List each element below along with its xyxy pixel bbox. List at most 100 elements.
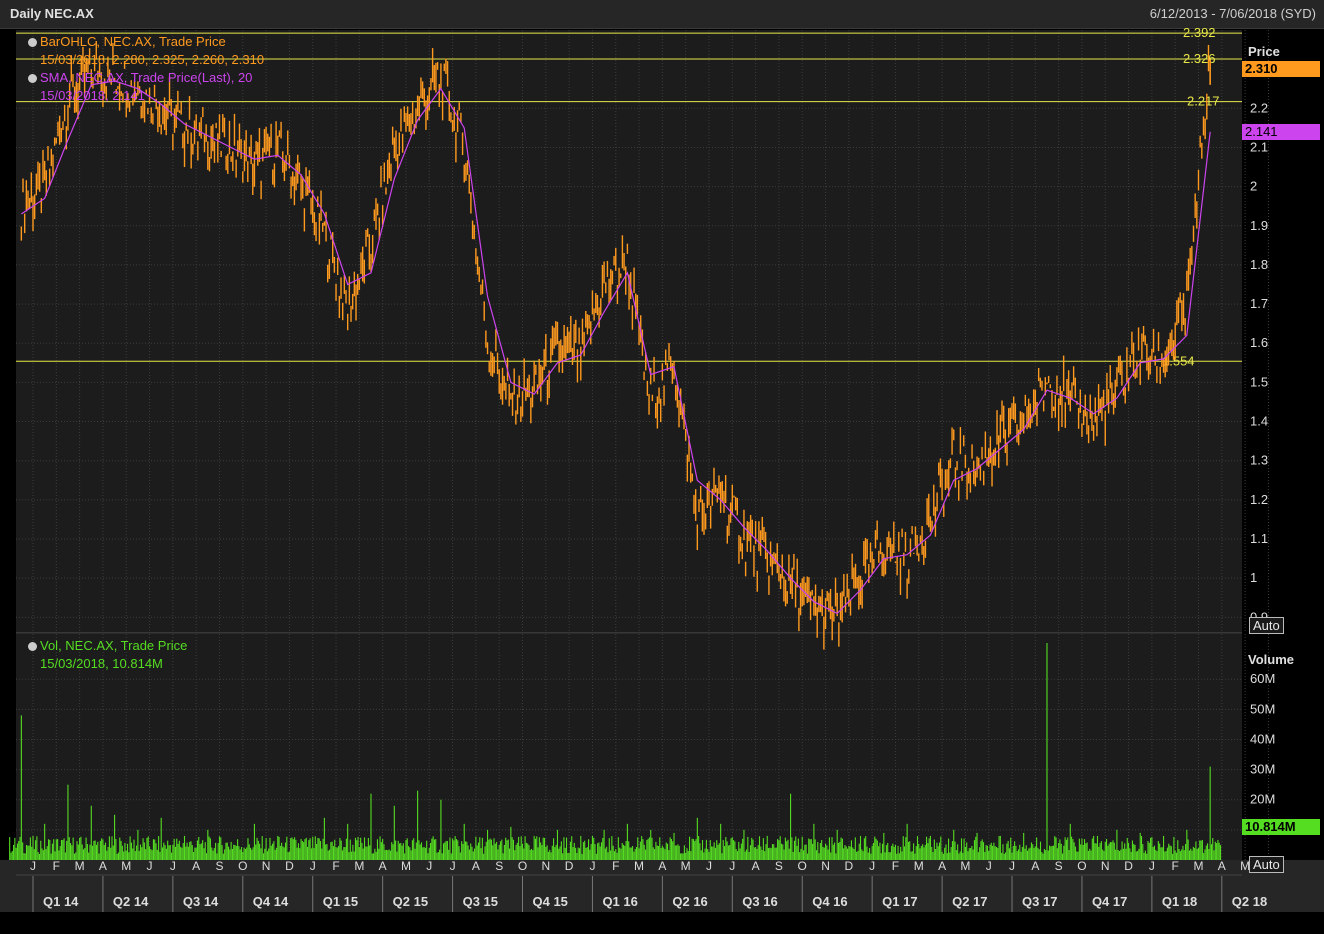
month-tick-label: N <box>262 859 271 873</box>
price-tick-label: 1 <box>1250 570 1257 585</box>
month-tick-label: F <box>53 859 60 873</box>
volume-legend: Vol, NEC.AX, Trade Price 15/03/2018, 10.8… <box>28 637 187 673</box>
quarter-tick-label: Q1 16 <box>602 894 637 909</box>
month-tick-label: F <box>892 859 899 873</box>
month-tick-label: O <box>238 859 247 873</box>
volume-tick-label: 30M <box>1250 762 1275 777</box>
month-tick-label: J <box>310 859 316 873</box>
month-tick-label: J <box>450 859 456 873</box>
month-tick-label: J <box>170 859 176 873</box>
volume-axis-title: Volume <box>1248 652 1294 667</box>
quarter-tick-label: Q2 15 <box>393 894 428 909</box>
month-tick-label: N <box>1101 859 1110 873</box>
month-tick-label: M <box>634 859 644 873</box>
month-tick-label: J <box>729 859 735 873</box>
volume-tick-label: 40M <box>1250 731 1275 746</box>
month-tick-label: A <box>1031 859 1039 873</box>
month-tick-label: M <box>75 859 85 873</box>
price-legend-text: 15/03/2018, 2.280, 2.325, 2.260, 2.310 <box>40 52 265 67</box>
current-price-tag: 2.310 <box>1242 61 1320 77</box>
quarter-tick-label: Q2 16 <box>672 894 707 909</box>
month-tick-label: J <box>30 859 36 873</box>
month-tick-label: D <box>1124 859 1133 873</box>
volume-legend-entry: 15/03/2018, 10.814M <box>28 655 187 673</box>
info-circle-icon[interactable] <box>28 642 37 652</box>
month-tick-label: M <box>1194 859 1204 873</box>
quarter-tick-label: Q1 14 <box>43 894 79 909</box>
price-legend-entry: BarOHLC, NEC.AX, Trade Price <box>28 33 264 51</box>
current-volume-tag: 10.814M <box>1242 819 1320 835</box>
price-auto-scale-button[interactable]: Auto <box>1249 617 1284 634</box>
volume-legend-text: Vol, NEC.AX, Trade Price <box>40 638 188 653</box>
quarter-tick-label: Q2 18 <box>1232 894 1267 909</box>
sma-value-tag: 2.141 <box>1242 124 1320 140</box>
price-legend-text: 15/03/2018, 2.141 <box>40 88 145 103</box>
volume-tick-label: 50M <box>1250 701 1275 716</box>
price-legend-entry: 15/03/2018, 2.141 <box>28 87 264 105</box>
price-tick-label: 2 <box>1250 179 1257 194</box>
chart-title: Daily NEC.AX <box>10 6 94 21</box>
quarter-tick-label: Q1 17 <box>882 894 917 909</box>
price-tick-label: 2.2 <box>1250 100 1268 115</box>
month-tick-label: J <box>1149 859 1155 873</box>
month-tick-label: A <box>99 859 107 873</box>
price-legend: BarOHLC, NEC.AX, Trade Price 15/03/2018, … <box>28 33 264 105</box>
volume-legend-entry: Vol, NEC.AX, Trade Price <box>28 637 187 655</box>
month-tick-label: O <box>798 859 807 873</box>
price-tick-label: 1.3 <box>1250 453 1268 468</box>
volume-auto-scale-button[interactable]: Auto <box>1249 856 1284 873</box>
quarter-tick-label: Q3 14 <box>183 894 219 909</box>
info-circle-icon[interactable] <box>28 74 37 84</box>
price-tick-label: 1.7 <box>1250 296 1268 311</box>
month-tick-label: A <box>472 859 480 873</box>
date-range: 6/12/2013 - 7/06/2018 (SYD) <box>1149 6 1316 21</box>
month-tick-label: A <box>752 859 760 873</box>
month-tick-label: J <box>426 859 432 873</box>
month-tick-label: F <box>332 859 339 873</box>
quarter-tick-label: Q4 16 <box>812 894 847 909</box>
volume-tick-label: 20M <box>1250 792 1275 807</box>
price-tick-label: 1.4 <box>1250 414 1268 429</box>
month-tick-label: J <box>1009 859 1015 873</box>
reference-line-label: 1.554 <box>1162 353 1195 368</box>
quarter-tick-label: Q1 15 <box>323 894 358 909</box>
month-tick-label: F <box>1172 859 1179 873</box>
month-tick-label: S <box>215 859 223 873</box>
sma-line <box>20 80 1211 615</box>
month-tick-label: D <box>565 859 574 873</box>
month-tick-label: M <box>914 859 924 873</box>
price-tick-label: 1.5 <box>1250 374 1268 389</box>
quarter-tick-label: Q1 18 <box>1162 894 1197 909</box>
month-tick-label: S <box>1055 859 1063 873</box>
volume-plot-area <box>16 634 1242 860</box>
quarter-tick-label: Q3 16 <box>742 894 777 909</box>
month-tick-label: S <box>775 859 783 873</box>
price-tick-label: 1.6 <box>1250 335 1268 350</box>
month-tick-label: O <box>518 859 527 873</box>
quarter-tick-label: Q2 14 <box>113 894 149 909</box>
month-tick-label: J <box>869 859 875 873</box>
month-tick-label: A <box>938 859 946 873</box>
reference-line-label: 2.217 <box>1187 94 1220 109</box>
month-tick-label: J <box>147 859 153 873</box>
price-legend-text: SMA, NEC.AX, Trade Price(Last), 20 <box>40 70 253 85</box>
quarter-tick-label: Q4 15 <box>533 894 568 909</box>
month-tick-label: O <box>1077 859 1086 873</box>
price-tick-label: 1.8 <box>1250 257 1268 272</box>
month-tick-label: D <box>285 859 294 873</box>
quarter-tick-label: Q4 17 <box>1092 894 1127 909</box>
month-tick-label: A <box>658 859 666 873</box>
info-circle-icon[interactable] <box>28 38 37 48</box>
title-bar: Daily NEC.AX 6/12/2013 - 7/06/2018 (SYD) <box>0 0 1324 29</box>
month-tick-label: A <box>379 859 387 873</box>
volume-legend-text: 15/03/2018, 10.814M <box>40 656 163 671</box>
price-tick-label: 1.9 <box>1250 218 1268 233</box>
quarter-tick-label: Q2 17 <box>952 894 987 909</box>
reference-line-label: 2.326 <box>1183 51 1216 66</box>
month-tick-label: N <box>541 859 550 873</box>
month-tick-label: M <box>1240 859 1250 873</box>
month-tick-label: M <box>681 859 691 873</box>
month-tick-label: M <box>401 859 411 873</box>
month-tick-label: M <box>121 859 131 873</box>
